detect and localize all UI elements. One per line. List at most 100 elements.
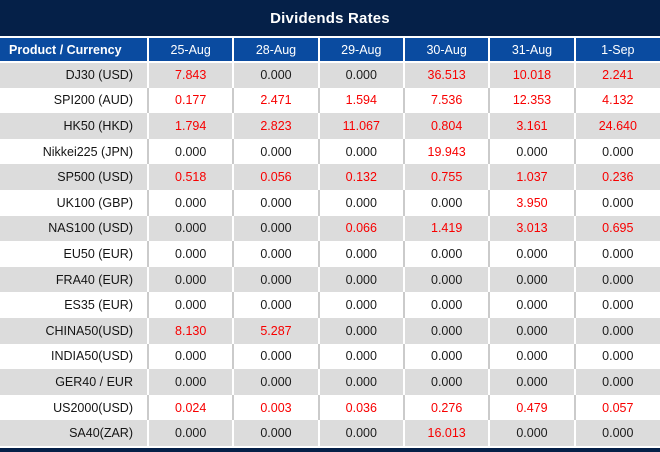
dividend-value: 0.000	[232, 369, 319, 395]
table-row: SP500 (USD) 0.518 0.056 0.132 0.755 1.037 0.23…	[0, 164, 660, 190]
dividend-value: 1.794	[146, 113, 234, 139]
dividend-value: 3.950	[488, 189, 575, 216]
dividend-value: 0.000	[488, 317, 575, 344]
dividend-value: 8.130	[146, 317, 234, 344]
product-name: Nikkei225 (JPN)	[0, 138, 148, 165]
table-row: INDIA50(USD) 0.000 0.000 0.000 0.000 0.000 0.0…	[0, 343, 660, 370]
dividend-value: 4.132	[573, 87, 660, 114]
dividend-value: 0.000	[402, 266, 490, 293]
dividend-value: 12.353	[488, 87, 575, 114]
column-header-date: 28-Aug	[232, 38, 319, 63]
dividend-value: 0.000	[317, 317, 404, 344]
dividend-value: 0.000	[402, 189, 490, 216]
product-name: US2000(USD)	[0, 394, 148, 421]
dividend-value: 3.013	[488, 215, 575, 242]
dividend-value: 0.000	[573, 138, 660, 165]
table-row: GER40 / EUR 0.000 0.000 0.000 0.000 0.000 0.00…	[0, 369, 660, 395]
dividend-value: 1.037	[488, 164, 575, 190]
dividend-value: 0.000	[146, 215, 234, 242]
dividend-value: 0.000	[488, 343, 575, 370]
dividends-table-header: Product / Currency 25-Aug 28-Aug 29-Aug 30-A…	[0, 38, 660, 63]
product-name: EU50 (EUR)	[0, 241, 148, 267]
dividend-value: 0.000	[402, 317, 490, 344]
dividend-value: 0.000	[402, 343, 490, 370]
dividend-value: 0.000	[146, 420, 234, 446]
dividend-value: 0.057	[573, 394, 660, 421]
dividend-value: 0.024	[146, 394, 234, 421]
dividend-value: 5.287	[232, 317, 319, 344]
dividend-value: 0.000	[317, 369, 404, 395]
product-name: DJ30 (USD)	[0, 62, 148, 88]
dividend-value: 0.695	[573, 215, 660, 242]
product-name: CHINA50(USD)	[0, 317, 148, 344]
dividend-value: 0.000	[317, 343, 404, 370]
dividend-value: 0.000	[402, 241, 490, 267]
column-header-date: 31-Aug	[488, 38, 575, 63]
dividend-value: 0.000	[402, 292, 490, 318]
dividend-value: 36.513	[402, 62, 490, 88]
dividend-value: 0.000	[317, 62, 404, 88]
dividend-value: 0.000	[573, 317, 660, 344]
dividend-value: 0.000	[317, 292, 404, 318]
dividend-value: 0.000	[146, 266, 234, 293]
page-title: Dividends Rates	[0, 0, 660, 38]
dividend-value: 0.755	[402, 164, 490, 190]
table-row: SPI200 (AUD) 0.177 2.471 1.594 7.536 12.353 4.…	[0, 87, 660, 114]
product-name: SA40(ZAR)	[0, 420, 148, 446]
product-name: SPI200 (AUD)	[0, 87, 148, 114]
dividend-value: 24.640	[573, 113, 660, 139]
dividend-value: 0.479	[488, 394, 575, 421]
table-row: CHINA50(USD) 8.130 5.287 0.000 0.000 0.000 0.0…	[0, 317, 660, 344]
dividend-value: 0.000	[402, 369, 490, 395]
dividend-value: 0.000	[573, 292, 660, 318]
column-header-date: 1-Sep	[573, 38, 660, 63]
product-name: INDIA50(USD)	[0, 343, 148, 370]
bottom-row-sliver	[0, 445, 660, 448]
column-header-product-currency: Product / Currency	[0, 38, 148, 63]
table-row: EU50 (EUR) 0.000 0.000 0.000 0.000 0.000 0.000	[0, 241, 660, 267]
dividend-value: 0.000	[232, 189, 319, 216]
dividend-value: 0.000	[232, 62, 319, 88]
dividend-value: 0.132	[317, 164, 404, 190]
dividend-value: 0.276	[402, 394, 490, 421]
dividend-value: 0.000	[317, 420, 404, 446]
dividend-value: 0.518	[146, 164, 234, 190]
dividend-value: 0.000	[317, 241, 404, 267]
dividend-value: 0.000	[573, 420, 660, 446]
product-name: NAS100 (USD)	[0, 215, 148, 242]
dividend-value: 0.000	[317, 138, 404, 165]
dividend-value: 0.000	[488, 241, 575, 267]
dividend-value: 2.823	[232, 113, 319, 139]
dividend-value: 0.000	[573, 241, 660, 267]
column-header-date: 25-Aug	[146, 38, 234, 63]
table-row: ES35 (EUR) 0.000 0.000 0.000 0.000 0.000 0.000	[0, 292, 660, 318]
dividend-value: 0.000	[488, 420, 575, 446]
product-name: HK50 (HKD)	[0, 113, 148, 139]
product-name: SP500 (USD)	[0, 164, 148, 190]
dividend-value: 1.419	[402, 215, 490, 242]
footer-bar	[0, 447, 660, 452]
table-row: Nikkei225 (JPN) 0.000 0.000 0.000 19.943 0.00…	[0, 138, 660, 165]
dividend-value: 0.000	[146, 138, 234, 165]
dividend-value: 0.177	[146, 87, 234, 114]
dividend-value: 0.036	[317, 394, 404, 421]
dividend-value: 0.066	[317, 215, 404, 242]
dividend-value: 0.000	[146, 369, 234, 395]
dividend-value: 0.000	[232, 420, 319, 446]
dividend-value: 10.018	[488, 62, 575, 88]
table-row: UK100 (GBP) 0.000 0.000 0.000 0.000 3.950 0.00…	[0, 189, 660, 216]
dividend-value: 0.000	[488, 138, 575, 165]
dividend-value: 0.000	[146, 292, 234, 318]
product-name: ES35 (EUR)	[0, 292, 148, 318]
dividend-value: 0.000	[317, 189, 404, 216]
dividend-value: 0.000	[232, 241, 319, 267]
dividend-value: 0.236	[573, 164, 660, 190]
dividend-value: 0.000	[488, 369, 575, 395]
dividends-table: Product / Currency 25-Aug 28-Aug 29-Aug 30-A…	[0, 38, 660, 446]
column-header-date: 29-Aug	[317, 38, 404, 63]
dividend-value: 0.000	[573, 189, 660, 216]
dividend-value: 3.161	[488, 113, 575, 139]
dividend-value: 0.000	[573, 369, 660, 395]
dividend-value: 0.000	[146, 189, 234, 216]
